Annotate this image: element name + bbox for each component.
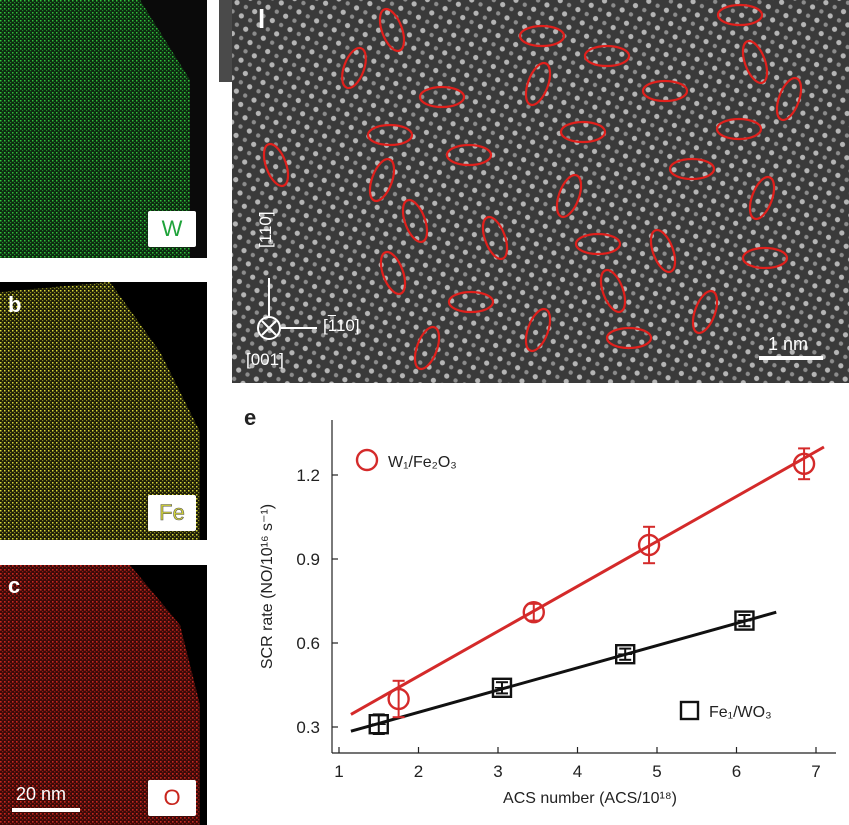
scale-bar-label-d: 1 nm — [768, 334, 809, 354]
chart-axes: 1 2 3 4 5 6 7 0.3 0.6 0.9 1.2 — [296, 420, 836, 781]
atom-ellipse — [418, 85, 466, 109]
x-tick-label: 4 — [573, 762, 582, 781]
direction-label-right: [110] — [323, 316, 360, 335]
direction-label-up: [110] — [256, 211, 275, 248]
element-label-o: O — [148, 780, 196, 816]
x-tick-label: 2 — [414, 762, 423, 781]
fit-lines — [350, 445, 825, 733]
x-axis-label: ACS number (ACS/10¹⁸) — [503, 790, 677, 807]
atom-ellipse — [691, 289, 719, 335]
x-tick-label: 6 — [732, 762, 741, 781]
atom-ellipse — [715, 117, 763, 141]
atom-ellipse — [378, 7, 406, 53]
atom-ellipse — [555, 173, 583, 219]
atom-ellipse — [447, 290, 495, 314]
fe1-data-point — [734, 610, 755, 631]
y-tick-label: 0.9 — [296, 550, 320, 569]
atom-ellipse — [599, 268, 627, 314]
atom-ellipse — [748, 175, 776, 221]
y-tick-label: 0.3 — [296, 718, 320, 737]
eds-map-fe-image — [0, 282, 200, 540]
atom-ellipse — [262, 142, 290, 188]
atom-ellipse — [524, 61, 552, 107]
eds-map-w-image — [0, 0, 190, 258]
fe1-data-point — [615, 644, 636, 665]
w1-data-point — [637, 533, 661, 557]
data-markers — [368, 447, 816, 735]
scale-bar-label-c: 20 nm — [16, 784, 67, 804]
atom-ellipse — [775, 76, 803, 122]
eds-map-o: c 20 nm O — [0, 565, 207, 825]
chart-labels: ACS number (ACS/10¹⁸) SCR rate (NO/10¹⁶ s… — [259, 448, 772, 807]
y-axis-label: SCR rate (NO/10¹⁶ s⁻¹) — [259, 504, 276, 669]
atom-ellipse — [605, 326, 653, 350]
atom-ellipse — [401, 198, 429, 244]
haadf-stem-image: l [110] [110] [001] 1 nm — [232, 0, 849, 383]
panel-divider-dark — [219, 0, 232, 82]
panel-letter-c: c — [8, 573, 21, 598]
panel-letter-b: b — [8, 292, 22, 317]
eds-map-w: W — [0, 0, 207, 258]
legend-label-fe1: Fe₁/WO₃ — [709, 704, 772, 721]
atom-ellipse — [741, 246, 789, 270]
x-tick-label: 7 — [811, 762, 820, 781]
atom-ellipse — [583, 44, 631, 68]
atom-ellipse — [574, 232, 622, 256]
atom-ellipse — [366, 123, 414, 147]
element-label-w: W — [148, 211, 196, 247]
atom-ellipse — [413, 325, 441, 371]
atom-ellipse — [445, 143, 493, 167]
atom-ellipse — [649, 228, 677, 274]
atom-ellipse — [668, 157, 716, 181]
panel-letter-e: e — [244, 405, 257, 430]
w1-data-point — [387, 687, 410, 711]
orientation-indicator — [257, 278, 317, 340]
w1-data-point — [792, 452, 816, 475]
y-tick-label: 0.6 — [296, 634, 320, 653]
scale-bar-c — [12, 808, 80, 812]
atom-ellipse — [368, 157, 396, 203]
eds-map-fe: b Fe — [0, 282, 207, 540]
fe1-data-point — [491, 677, 513, 698]
atom-ellipse — [716, 3, 764, 27]
scale-bar-d — [759, 356, 823, 360]
y-tick-label: 1.2 — [296, 466, 320, 485]
legend-marker-w1 — [355, 448, 379, 472]
x-tick-label: 1 — [334, 762, 343, 781]
panel-letter-d: l — [258, 4, 266, 34]
eds-map-o-image — [0, 565, 200, 825]
atom-ellipse — [379, 250, 407, 296]
fit-line-w1 — [350, 445, 825, 716]
atom-ellipse — [481, 215, 509, 261]
fe1-data-point — [368, 714, 389, 735]
atom-ellipse — [341, 46, 367, 90]
direction-label-normal: [001] — [246, 350, 284, 369]
atom-ellipse — [641, 79, 689, 103]
legend-label-w1: W₁/Fe₂O₃ — [388, 454, 457, 471]
atom-ellipse — [518, 24, 566, 48]
element-label-fe: Fe — [148, 495, 196, 531]
haadf-lattice — [232, 0, 849, 383]
atom-ellipse — [524, 307, 552, 353]
w1-data-point — [522, 601, 545, 624]
x-tick-label: 5 — [652, 762, 661, 781]
legend-marker-fe1 — [679, 700, 700, 721]
fit-line-fe1 — [350, 610, 777, 733]
single-atom-ellipses — [262, 3, 803, 371]
atom-ellipse — [741, 39, 769, 85]
atom-ellipse — [559, 120, 607, 144]
x-tick-label: 3 — [493, 762, 502, 781]
